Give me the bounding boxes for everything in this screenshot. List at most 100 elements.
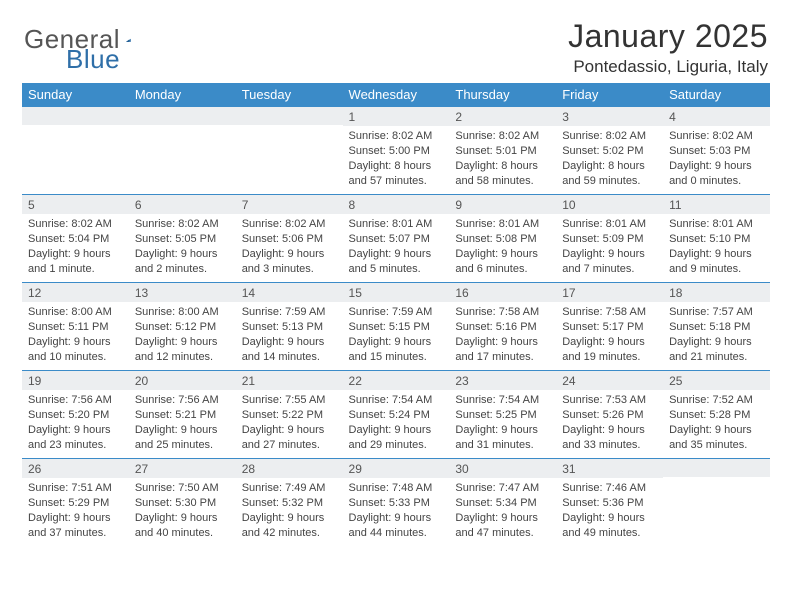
sunrise-text: Sunrise: 8:01 AM <box>669 217 764 232</box>
day-body: Sunrise: 8:02 AMSunset: 5:01 PMDaylight:… <box>449 126 556 192</box>
sunset-text: Sunset: 5:33 PM <box>349 496 444 511</box>
sunset-text: Sunset: 5:30 PM <box>135 496 230 511</box>
daylight-text: Daylight: 8 hours and 59 minutes. <box>562 159 657 189</box>
sunrise-text: Sunrise: 7:53 AM <box>562 393 657 408</box>
day-body: Sunrise: 7:56 AMSunset: 5:20 PMDaylight:… <box>22 390 129 456</box>
calendar-day-cell: 30Sunrise: 7:47 AMSunset: 5:34 PMDayligh… <box>449 459 556 547</box>
calendar-week-row: 19Sunrise: 7:56 AMSunset: 5:20 PMDayligh… <box>22 371 770 459</box>
day-number: 2 <box>449 107 556 126</box>
day-number: 11 <box>663 195 770 214</box>
day-body <box>22 125 129 132</box>
day-body: Sunrise: 8:01 AMSunset: 5:08 PMDaylight:… <box>449 214 556 280</box>
calendar-day-cell: 14Sunrise: 7:59 AMSunset: 5:13 PMDayligh… <box>236 283 343 371</box>
sunset-text: Sunset: 5:10 PM <box>669 232 764 247</box>
calendar-day-cell <box>663 459 770 547</box>
brand-name-part2: Blue <box>66 44 120 75</box>
calendar-day-cell: 15Sunrise: 7:59 AMSunset: 5:15 PMDayligh… <box>343 283 450 371</box>
calendar-day-cell: 8Sunrise: 8:01 AMSunset: 5:07 PMDaylight… <box>343 195 450 283</box>
day-body: Sunrise: 7:58 AMSunset: 5:17 PMDaylight:… <box>556 302 663 368</box>
daylight-text: Daylight: 9 hours and 0 minutes. <box>669 159 764 189</box>
sunrise-text: Sunrise: 8:00 AM <box>28 305 123 320</box>
daylight-text: Daylight: 9 hours and 5 minutes. <box>349 247 444 277</box>
day-number: 9 <box>449 195 556 214</box>
daylight-text: Daylight: 9 hours and 9 minutes. <box>669 247 764 277</box>
sunrise-text: Sunrise: 7:58 AM <box>455 305 550 320</box>
sunrise-text: Sunrise: 7:51 AM <box>28 481 123 496</box>
calendar-day-cell: 9Sunrise: 8:01 AMSunset: 5:08 PMDaylight… <box>449 195 556 283</box>
sunrise-text: Sunrise: 7:47 AM <box>455 481 550 496</box>
calendar-day-cell: 27Sunrise: 7:50 AMSunset: 5:30 PMDayligh… <box>129 459 236 547</box>
sunset-text: Sunset: 5:17 PM <box>562 320 657 335</box>
daylight-text: Daylight: 9 hours and 6 minutes. <box>455 247 550 277</box>
calendar-day-cell: 12Sunrise: 8:00 AMSunset: 5:11 PMDayligh… <box>22 283 129 371</box>
sunrise-text: Sunrise: 8:00 AM <box>135 305 230 320</box>
day-number <box>22 107 129 125</box>
day-body: Sunrise: 8:01 AMSunset: 5:10 PMDaylight:… <box>663 214 770 280</box>
sunrise-text: Sunrise: 8:02 AM <box>135 217 230 232</box>
daylight-text: Daylight: 9 hours and 25 minutes. <box>135 423 230 453</box>
daylight-text: Daylight: 8 hours and 58 minutes. <box>455 159 550 189</box>
day-number: 23 <box>449 371 556 390</box>
day-number: 31 <box>556 459 663 478</box>
sunrise-text: Sunrise: 7:48 AM <box>349 481 444 496</box>
day-body: Sunrise: 7:48 AMSunset: 5:33 PMDaylight:… <box>343 478 450 544</box>
day-body: Sunrise: 7:47 AMSunset: 5:34 PMDaylight:… <box>449 478 556 544</box>
sunset-text: Sunset: 5:21 PM <box>135 408 230 423</box>
sunrise-text: Sunrise: 7:49 AM <box>242 481 337 496</box>
day-body: Sunrise: 7:59 AMSunset: 5:15 PMDaylight:… <box>343 302 450 368</box>
weekday-header: Tuesday <box>236 83 343 107</box>
daylight-text: Daylight: 9 hours and 15 minutes. <box>349 335 444 365</box>
day-body <box>236 125 343 132</box>
daylight-text: Daylight: 9 hours and 21 minutes. <box>669 335 764 365</box>
day-number: 6 <box>129 195 236 214</box>
day-body: Sunrise: 7:55 AMSunset: 5:22 PMDaylight:… <box>236 390 343 456</box>
daylight-text: Daylight: 9 hours and 31 minutes. <box>455 423 550 453</box>
day-number <box>129 107 236 125</box>
sunset-text: Sunset: 5:24 PM <box>349 408 444 423</box>
sunrise-text: Sunrise: 7:52 AM <box>669 393 764 408</box>
sunset-text: Sunset: 5:04 PM <box>28 232 123 247</box>
sunset-text: Sunset: 5:09 PM <box>562 232 657 247</box>
day-number: 10 <box>556 195 663 214</box>
day-body: Sunrise: 7:53 AMSunset: 5:26 PMDaylight:… <box>556 390 663 456</box>
daylight-text: Daylight: 9 hours and 23 minutes. <box>28 423 123 453</box>
sunrise-text: Sunrise: 8:02 AM <box>455 129 550 144</box>
daylight-text: Daylight: 9 hours and 3 minutes. <box>242 247 337 277</box>
day-number: 18 <box>663 283 770 302</box>
daylight-text: Daylight: 9 hours and 33 minutes. <box>562 423 657 453</box>
sunset-text: Sunset: 5:08 PM <box>455 232 550 247</box>
sunset-text: Sunset: 5:05 PM <box>135 232 230 247</box>
day-body: Sunrise: 8:00 AMSunset: 5:12 PMDaylight:… <box>129 302 236 368</box>
sunrise-text: Sunrise: 7:46 AM <box>562 481 657 496</box>
calendar-day-cell: 31Sunrise: 7:46 AMSunset: 5:36 PMDayligh… <box>556 459 663 547</box>
day-body: Sunrise: 7:50 AMSunset: 5:30 PMDaylight:… <box>129 478 236 544</box>
day-body: Sunrise: 7:49 AMSunset: 5:32 PMDaylight:… <box>236 478 343 544</box>
day-number: 27 <box>129 459 236 478</box>
calendar-day-cell: 22Sunrise: 7:54 AMSunset: 5:24 PMDayligh… <box>343 371 450 459</box>
calendar-day-cell: 7Sunrise: 8:02 AMSunset: 5:06 PMDaylight… <box>236 195 343 283</box>
sunrise-text: Sunrise: 7:54 AM <box>349 393 444 408</box>
day-body: Sunrise: 8:02 AMSunset: 5:04 PMDaylight:… <box>22 214 129 280</box>
day-body: Sunrise: 8:02 AMSunset: 5:02 PMDaylight:… <box>556 126 663 192</box>
sunrise-text: Sunrise: 7:56 AM <box>28 393 123 408</box>
sunset-text: Sunset: 5:22 PM <box>242 408 337 423</box>
sunset-text: Sunset: 5:26 PM <box>562 408 657 423</box>
calendar-day-cell: 21Sunrise: 7:55 AMSunset: 5:22 PMDayligh… <box>236 371 343 459</box>
day-body: Sunrise: 8:01 AMSunset: 5:07 PMDaylight:… <box>343 214 450 280</box>
day-number: 15 <box>343 283 450 302</box>
day-body: Sunrise: 7:56 AMSunset: 5:21 PMDaylight:… <box>129 390 236 456</box>
sunset-text: Sunset: 5:01 PM <box>455 144 550 159</box>
day-body: Sunrise: 8:01 AMSunset: 5:09 PMDaylight:… <box>556 214 663 280</box>
calendar-day-cell: 17Sunrise: 7:58 AMSunset: 5:17 PMDayligh… <box>556 283 663 371</box>
day-body <box>129 125 236 132</box>
daylight-text: Daylight: 9 hours and 10 minutes. <box>28 335 123 365</box>
daylight-text: Daylight: 9 hours and 35 minutes. <box>669 423 764 453</box>
day-number: 17 <box>556 283 663 302</box>
sunrise-text: Sunrise: 7:55 AM <box>242 393 337 408</box>
day-body: Sunrise: 7:54 AMSunset: 5:25 PMDaylight:… <box>449 390 556 456</box>
day-number: 19 <box>22 371 129 390</box>
sunset-text: Sunset: 5:15 PM <box>349 320 444 335</box>
daylight-text: Daylight: 9 hours and 2 minutes. <box>135 247 230 277</box>
daylight-text: Daylight: 9 hours and 40 minutes. <box>135 511 230 541</box>
sunrise-text: Sunrise: 7:58 AM <box>562 305 657 320</box>
